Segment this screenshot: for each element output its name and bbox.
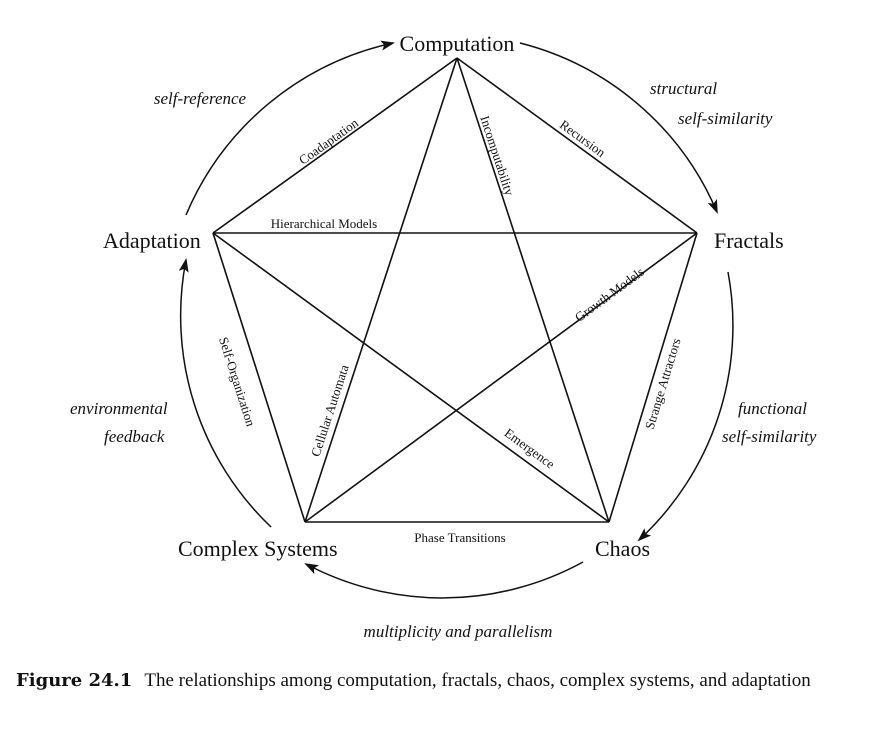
- edge-complex-adaptation: [212, 232, 306, 523]
- arc-label-functional: functional: [738, 399, 807, 418]
- arc-label-feedback: feedback: [104, 427, 165, 446]
- arc-complex-adaptation: [178, 258, 272, 528]
- arc-label-self-similarity-1: self-similarity: [678, 109, 773, 128]
- arc-label-multiplicity: multiplicity and parallelism: [364, 622, 553, 641]
- edge-label-recursion: Recursion: [557, 117, 609, 160]
- edge-label-hierarchical-models: Hierarchical Models: [271, 216, 377, 231]
- figure-number: Figure 24.1: [16, 670, 133, 691]
- edge-computation-complex: [304, 57, 458, 523]
- arc-label-structural: structural: [650, 79, 717, 98]
- edge-computation-chaos: [456, 57, 610, 523]
- arc-chaos-complex: [304, 561, 584, 599]
- arc-computation-fractals: [519, 42, 718, 214]
- edge-label-incomputability: Incomputability: [477, 114, 517, 198]
- figure-caption: Figure 24.1 The relationships among compu…: [16, 666, 878, 695]
- edge-computation-fractals: [456, 57, 698, 234]
- arc-label-self-similarity-2: self-similarity: [722, 427, 817, 446]
- arc-label-self-reference: self-reference: [154, 89, 247, 108]
- arc-adaptation-computation: [185, 40, 395, 216]
- edge-label-growth-models: Growth Models: [572, 264, 647, 325]
- pentagram-diagram: Computation Fractals Chaos Complex Syste…: [70, 31, 817, 641]
- arc-label-environmental: environmental: [70, 399, 168, 418]
- edge-adaptation-computation: [212, 57, 458, 234]
- node-computation: Computation: [400, 31, 515, 56]
- node-adaptation: Adaptation: [103, 228, 201, 253]
- node-fractals: Fractals: [714, 228, 784, 253]
- arc-fractals-chaos: [637, 271, 734, 542]
- edge-complex-fractals: [304, 232, 698, 523]
- figure-caption-text: The relationships among computation, fra…: [144, 670, 811, 691]
- edge-label-phase-transitions: Phase Transitions: [414, 530, 505, 545]
- node-complex-systems: Complex Systems: [178, 536, 338, 561]
- edge-fractals-chaos: [608, 232, 698, 523]
- edge-label-coadaptation: Coadaptation: [296, 115, 361, 168]
- edge-label-self-organization: Self-Organization: [216, 335, 259, 429]
- edge-adaptation-chaos: [212, 232, 610, 523]
- edge-label-strange-attractors: Strange Attractors: [642, 336, 684, 431]
- node-chaos: Chaos: [595, 536, 650, 561]
